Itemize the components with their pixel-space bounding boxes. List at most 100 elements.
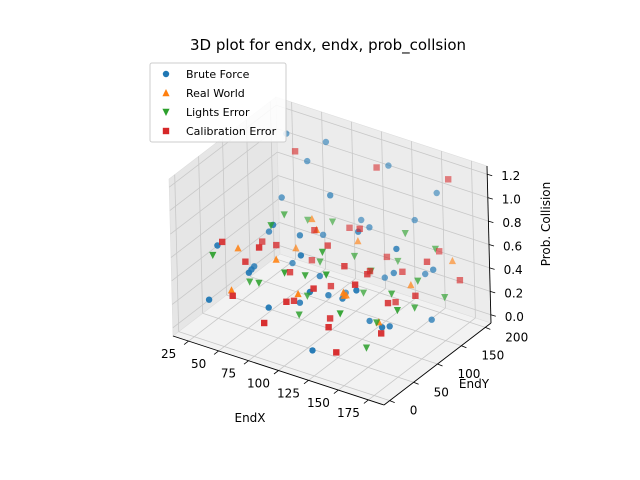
data-point	[393, 245, 400, 253]
data-point	[359, 289, 368, 297]
data-point	[308, 257, 316, 264]
data-point	[445, 176, 452, 183]
z-tick-mark	[487, 197, 493, 200]
data-point	[272, 255, 280, 263]
data-point	[255, 244, 263, 251]
data-point	[283, 298, 290, 305]
y-tick-mark	[461, 345, 467, 349]
x-tick-label: 150	[307, 396, 330, 410]
data-point	[346, 224, 353, 231]
data-point	[422, 270, 429, 278]
data-point	[308, 214, 316, 223]
data-point	[373, 319, 381, 327]
data-point	[328, 218, 337, 226]
z-axis-label: Prob. Collision	[539, 182, 553, 267]
data-point	[456, 277, 464, 284]
z-gridline-left	[170, 175, 279, 258]
data-point	[394, 257, 402, 266]
z-gridline-back	[278, 198, 490, 269]
data-point	[227, 286, 236, 294]
data-point	[441, 294, 449, 302]
x-tick-label: 125	[277, 386, 300, 400]
z-tick-mark	[489, 267, 495, 270]
z-tick-label: 0.8	[502, 216, 521, 230]
data-point	[205, 296, 213, 303]
chart-title: 3D plot for endx, endx, prob_collsion	[190, 36, 466, 55]
data-point	[390, 269, 397, 277]
data-point	[311, 227, 318, 234]
z-axis-ticks: 0.0 0.2 0.4 0.6 0.8 1.0 1.2	[487, 169, 524, 324]
data-point	[234, 244, 242, 252]
data-point	[381, 274, 388, 281]
data-point	[290, 297, 298, 304]
y-tick-label: 0	[410, 404, 418, 418]
data-point	[209, 251, 217, 260]
data-point	[296, 232, 304, 239]
y-gridline-floor	[274, 258, 486, 328]
data-point	[342, 291, 350, 299]
series-calibration-error	[219, 148, 464, 356]
data-point	[433, 189, 440, 197]
data-point	[385, 162, 392, 169]
z-tick-mark	[490, 291, 496, 294]
data-point	[304, 216, 312, 224]
data-point	[316, 272, 323, 280]
data-point	[431, 245, 439, 253]
data-point	[318, 248, 327, 256]
x-tick-mark	[363, 399, 369, 404]
data-point	[351, 281, 359, 288]
legend-marker	[162, 108, 170, 116]
data-point	[322, 138, 330, 146]
z-tick-label: 1.0	[502, 193, 521, 207]
data-point	[393, 306, 401, 315]
x-tick-mark	[183, 340, 189, 345]
z-gridline-left	[171, 222, 280, 305]
data-point	[261, 319, 268, 327]
data-point	[356, 225, 363, 232]
data-point	[436, 248, 443, 255]
data-point	[392, 298, 399, 306]
data-point	[322, 271, 330, 279]
data-point	[366, 224, 373, 231]
z-gridline-back	[276, 104, 488, 175]
z-tick-mark	[487, 173, 493, 177]
data-point	[326, 315, 334, 322]
data-point	[430, 266, 437, 273]
data-point	[310, 285, 317, 292]
data-point	[316, 258, 324, 266]
data-point	[255, 279, 263, 287]
y-axis-label: EndY	[459, 377, 490, 391]
y-tick-label: 200	[505, 330, 528, 344]
x-tick-mark	[273, 370, 279, 375]
series-lights-error	[209, 211, 449, 352]
data-point	[286, 269, 294, 276]
z-tick-mark	[488, 244, 495, 247]
data-point	[386, 323, 393, 330]
z-tick-label: 0.2	[504, 286, 523, 300]
data-point	[378, 324, 386, 331]
data-point	[295, 311, 303, 319]
z-tick-label: 0.6	[503, 240, 522, 254]
y-gridline-floor	[250, 276, 462, 347]
data-point	[428, 316, 435, 323]
legend-marker	[162, 127, 170, 135]
legend-box	[149, 62, 287, 143]
x-axis-label: EndX	[234, 411, 265, 425]
data-point	[423, 258, 431, 265]
data-point	[373, 164, 380, 171]
data-point	[292, 244, 300, 252]
x-tick-mark	[333, 389, 339, 394]
z-gridline-back	[277, 175, 490, 245]
x-tick-label: 100	[247, 377, 270, 391]
data-point	[289, 259, 296, 267]
data-point	[303, 292, 311, 300]
data-point	[399, 268, 406, 275]
data-point	[291, 148, 299, 155]
data-point	[358, 216, 365, 224]
data-point	[412, 292, 419, 299]
z-gridline-left	[172, 245, 281, 329]
data-point	[362, 344, 371, 352]
data-point	[325, 324, 332, 331]
data-point	[327, 192, 334, 199]
x-axis-ticks: 25 50 75 100 125 150 175	[161, 340, 369, 420]
